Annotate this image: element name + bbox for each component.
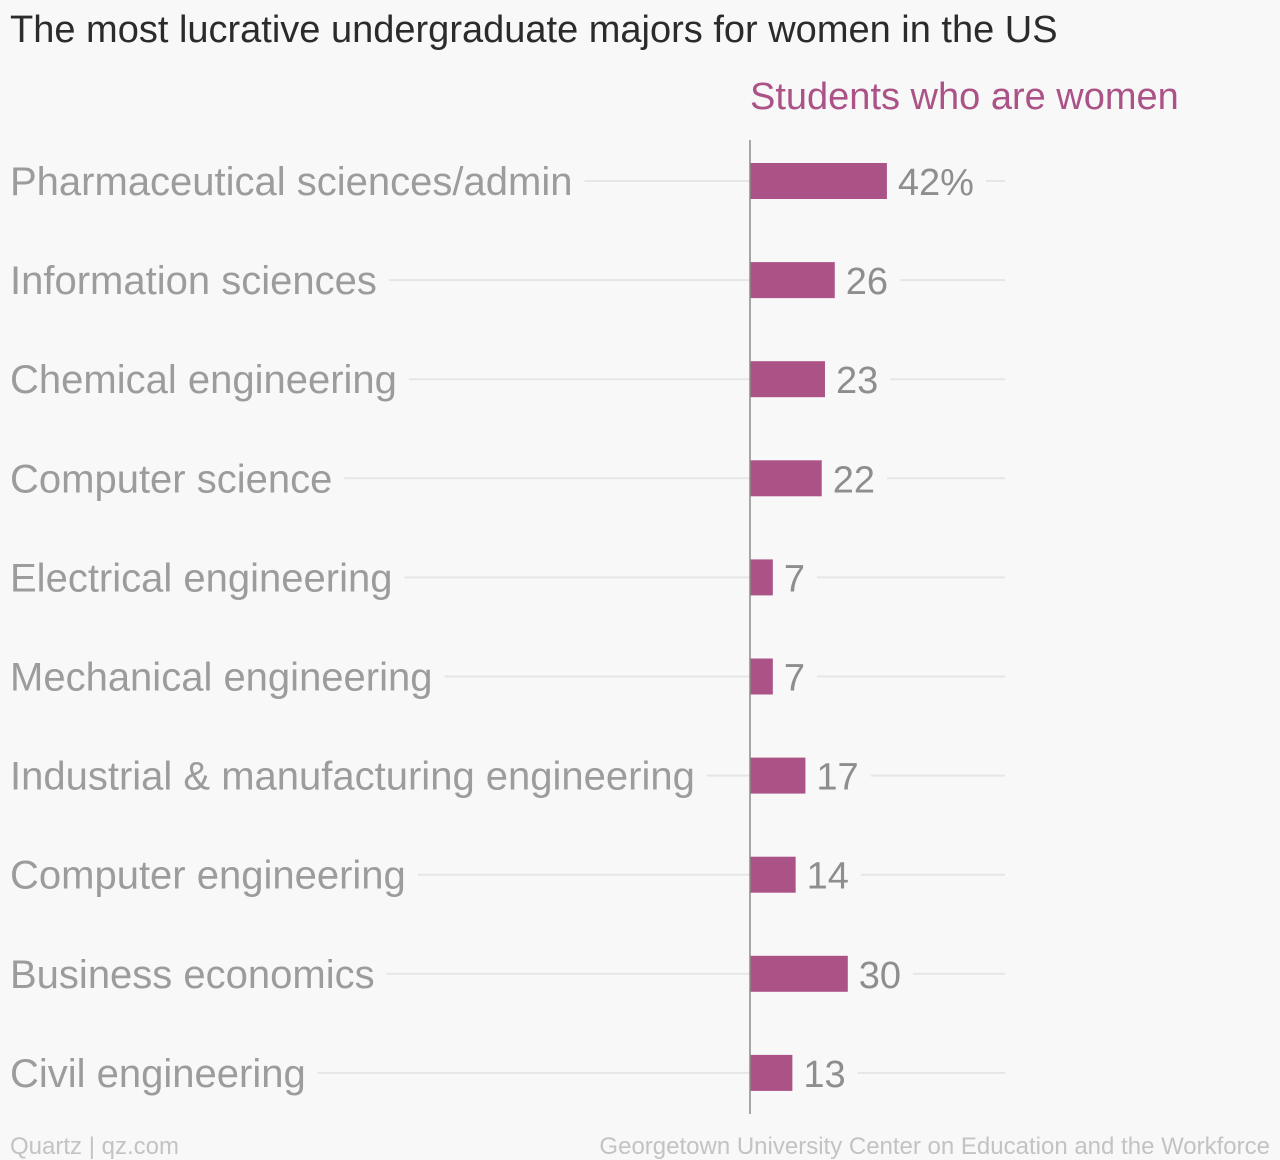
value-label: 13 xyxy=(803,1054,845,1096)
footer-credit: Quartz | qz.com xyxy=(10,1133,179,1160)
category-label: Mechanical engineering xyxy=(10,656,433,700)
value-label: 23 xyxy=(836,360,878,402)
category-label: Computer engineering xyxy=(10,854,406,898)
bar-rows: Pharmaceutical sciences/admin 42% Informat… xyxy=(10,160,1005,1096)
category-label: Computer science xyxy=(10,457,332,501)
bar xyxy=(750,559,773,596)
category-label: Electrical engineering xyxy=(10,556,392,600)
bar-row: Computer engineering 14 xyxy=(10,854,1005,898)
value-label: 22 xyxy=(833,459,875,501)
chart-title: The most lucrative undergraduate majors … xyxy=(10,9,1058,51)
category-label: Civil engineering xyxy=(10,1052,306,1096)
bar xyxy=(750,955,848,992)
bar xyxy=(750,658,773,695)
category-label: Information sciences xyxy=(10,259,377,303)
bar-row: Information sciences 26 xyxy=(10,259,1005,303)
value-label: 30 xyxy=(859,955,901,997)
bar xyxy=(750,460,822,497)
bar xyxy=(750,361,825,398)
bar-row: Mechanical engineering 7 xyxy=(10,656,1005,700)
value-label: 14 xyxy=(807,856,849,898)
bar xyxy=(750,1054,793,1091)
bar-row: Civil engineering 13 xyxy=(10,1052,1005,1096)
bar-row: Chemical engineering 23 xyxy=(10,358,1005,402)
bar xyxy=(750,262,835,299)
value-label: 7 xyxy=(784,658,805,700)
category-label: Chemical engineering xyxy=(10,358,397,402)
category-label: Business economics xyxy=(10,953,375,997)
value-label: 26 xyxy=(846,261,888,303)
bar-row: Pharmaceutical sciences/admin 42% xyxy=(10,160,1005,204)
bar-row: Computer science 22 xyxy=(10,457,1005,501)
footer-source: Georgetown University Center on Educatio… xyxy=(599,1133,1270,1160)
category-label: Pharmaceutical sciences/admin xyxy=(10,160,572,204)
category-label: Industrial & manufacturing engineering xyxy=(10,755,695,799)
value-label: 17 xyxy=(816,757,858,799)
bar-row: Industrial & manufacturing engineering 17 xyxy=(10,755,1005,799)
bar-row: Electrical engineering 7 xyxy=(10,556,1005,600)
value-label: 42% xyxy=(898,162,974,204)
bar-row: Business economics 30 xyxy=(10,953,1005,997)
bar xyxy=(750,757,806,794)
value-label: 7 xyxy=(784,558,805,600)
bar xyxy=(750,856,796,893)
series-label: Students who are women xyxy=(750,76,1179,118)
bar xyxy=(750,163,887,199)
